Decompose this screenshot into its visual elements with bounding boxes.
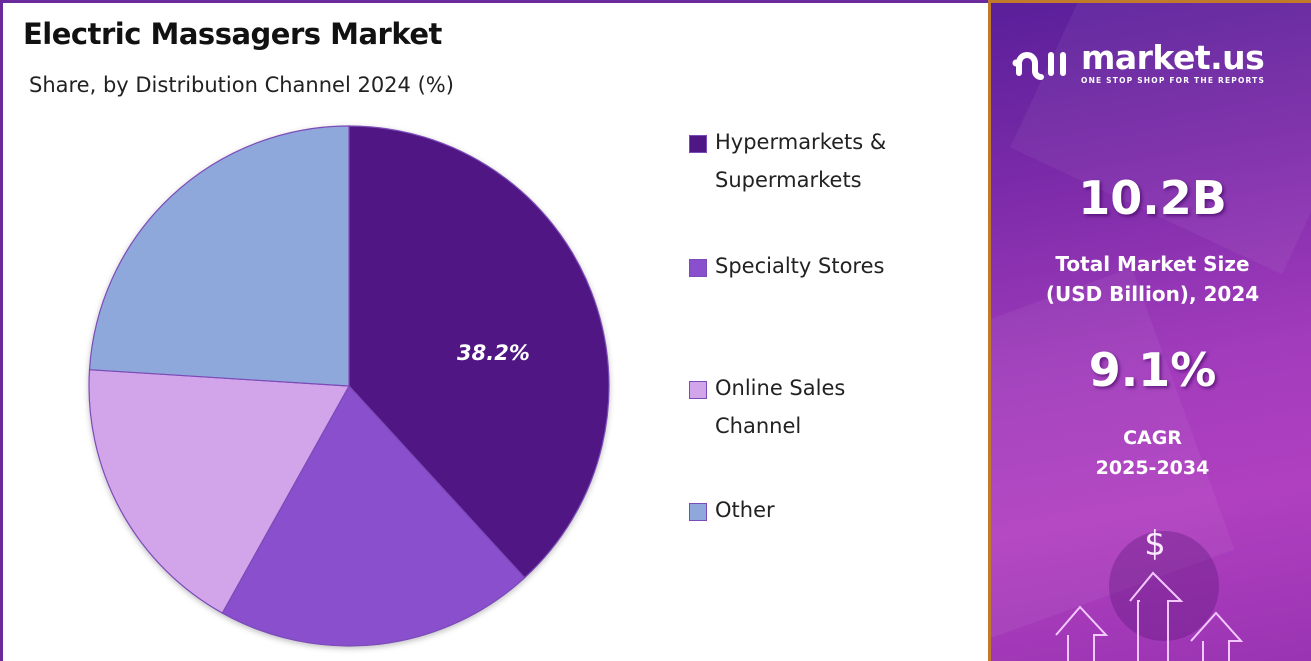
chart-panel: Electric Massagers Market Share, by Dist…: [0, 0, 988, 661]
dollar-growth-arrows-icon: $: [1055, 524, 1244, 661]
legend-swatch: [689, 259, 707, 277]
background-circle: [1109, 531, 1219, 641]
legend-item-online-sales: Online Sales Channel: [689, 375, 949, 445]
legend-item-specialty-stores: Specialty Stores: [689, 253, 949, 285]
cagr-label: CAGR 2025-2034: [991, 423, 1311, 483]
legend-label: Hypermarkets &: [715, 130, 887, 154]
market-size-label-line2: (USD Billion), 2024: [1045, 282, 1260, 306]
pie-slice-other: [88, 125, 350, 387]
summary-panel: market.us ONE STOP SHOP FOR THE REPORTS …: [988, 0, 1311, 661]
legend-label: Supermarkets: [715, 168, 862, 192]
market-size-label: Total Market Size (USD Billion), 2024: [991, 249, 1311, 309]
pie-chart: 38.2%: [3, 3, 703, 661]
cagr-value: 9.1%: [1088, 343, 1217, 397]
market-size-value: 10.2B: [1078, 171, 1227, 225]
pie-data-label: 38.2%: [457, 341, 530, 365]
legend-swatch: [689, 503, 707, 521]
legend-label: Channel: [715, 414, 802, 438]
chart-subtitle: Share, by Distribution Channel 2024 (%): [29, 73, 454, 97]
cagr-label-line1: CAGR: [1123, 427, 1182, 449]
pie-svg: [88, 125, 610, 647]
legend-swatch: [689, 381, 707, 399]
market-us-logo-icon: [1012, 52, 1066, 80]
legend-label: Specialty Stores: [715, 254, 885, 278]
brand-name: market.us: [1081, 38, 1265, 77]
market-size-label-line1: Total Market Size: [1055, 252, 1250, 276]
cagr-label-line2: 2025-2034: [1095, 457, 1210, 479]
pie-slice-online-sales: [88, 369, 350, 614]
chart-title: Electric Massagers Market: [23, 17, 442, 51]
pie-slice-hypermarkets: [348, 125, 610, 579]
legend-label: Online Sales: [715, 376, 846, 400]
pie-slice-specialty-stores: [221, 384, 526, 647]
brand-logo: market.us ONE STOP SHOP FOR THE REPORTS: [1011, 41, 1265, 85]
legend-item-hypermarkets: Hypermarkets & Supermarkets: [689, 129, 949, 199]
brand-tagline: ONE STOP SHOP FOR THE REPORTS: [1081, 76, 1266, 85]
legend-label: Other: [715, 498, 775, 522]
legend-item-other: Other: [689, 497, 949, 529]
svg-text:$: $: [1144, 524, 1166, 564]
legend-swatch: [689, 135, 707, 153]
